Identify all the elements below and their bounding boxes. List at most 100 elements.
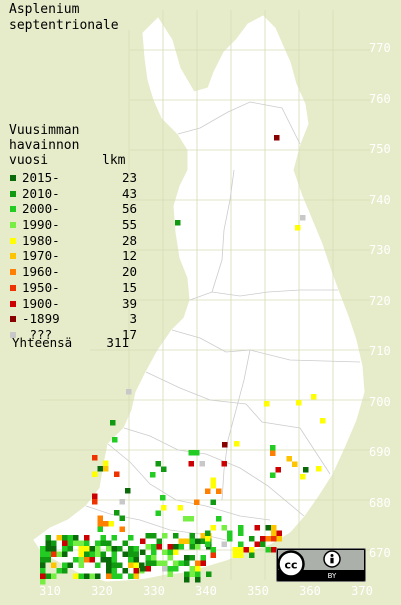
record-square bbox=[126, 389, 132, 395]
record-square bbox=[167, 555, 173, 561]
record-square bbox=[316, 466, 322, 472]
record-square bbox=[133, 562, 139, 568]
record-square bbox=[199, 461, 205, 467]
record-square bbox=[189, 571, 195, 577]
legend-header-year: vuosi bbox=[9, 153, 49, 168]
legend-swatch bbox=[10, 300, 16, 307]
record-square bbox=[232, 552, 238, 558]
record-square bbox=[117, 573, 123, 579]
record-square bbox=[78, 540, 84, 546]
legend-title-line-1: Vuusimman bbox=[9, 123, 80, 138]
legend-label: 1950- bbox=[22, 279, 60, 295]
x-tick-label: 320 bbox=[91, 584, 113, 598]
record-square bbox=[45, 546, 51, 552]
record-square bbox=[106, 557, 112, 563]
record-square bbox=[184, 560, 190, 566]
record-square bbox=[156, 544, 162, 550]
record-square bbox=[106, 546, 112, 552]
record-square bbox=[238, 525, 244, 531]
record-square bbox=[145, 566, 151, 572]
record-square bbox=[276, 536, 282, 542]
record-square bbox=[95, 540, 101, 546]
record-square bbox=[40, 568, 46, 574]
record-square bbox=[210, 477, 216, 483]
y-tick-label: 680 bbox=[369, 495, 391, 510]
record-square bbox=[195, 544, 201, 550]
y-tick-label: 670 bbox=[369, 546, 391, 560]
record-square bbox=[151, 544, 157, 550]
record-square bbox=[167, 566, 173, 572]
record-square bbox=[111, 551, 117, 557]
record-square bbox=[40, 557, 46, 563]
record-square bbox=[67, 546, 73, 552]
record-square bbox=[40, 546, 46, 552]
title-genus: Asplenium bbox=[9, 2, 80, 17]
record-square bbox=[40, 579, 46, 585]
record-square bbox=[45, 557, 51, 563]
legend-count: 17 bbox=[121, 326, 137, 342]
y-tick-label: 700 bbox=[369, 394, 391, 409]
y-tick-label: 710 bbox=[369, 344, 391, 358]
record-square bbox=[243, 547, 249, 553]
x-tick-label: 360 bbox=[299, 584, 321, 598]
record-square bbox=[238, 530, 244, 536]
grid-lines bbox=[40, 10, 370, 580]
record-square bbox=[73, 557, 79, 563]
legend-title-line-2: havainnon bbox=[9, 138, 80, 153]
record-square bbox=[73, 535, 79, 541]
record-square bbox=[78, 546, 84, 552]
record-square bbox=[275, 467, 281, 473]
record-square bbox=[117, 562, 123, 568]
record-square bbox=[249, 552, 255, 558]
legend-swatch bbox=[10, 269, 16, 276]
record-square bbox=[89, 557, 95, 563]
record-square bbox=[111, 535, 117, 541]
x-tick-label: 330 bbox=[143, 584, 165, 598]
record-square bbox=[162, 560, 168, 566]
record-square bbox=[103, 521, 109, 527]
record-square bbox=[78, 562, 84, 568]
record-square bbox=[62, 540, 68, 546]
record-square bbox=[274, 135, 280, 141]
record-square bbox=[106, 540, 112, 546]
record-square bbox=[210, 483, 216, 489]
record-square bbox=[133, 551, 139, 557]
cc-by-license-badge[interactable]: cc BY bbox=[276, 548, 366, 582]
record-square bbox=[119, 515, 125, 521]
record-square bbox=[249, 547, 255, 553]
legend-label: 2015- bbox=[22, 170, 60, 185]
legend-count: 15 bbox=[121, 279, 137, 295]
legend-swatch bbox=[10, 175, 16, 181]
record-square bbox=[133, 573, 139, 579]
record-square bbox=[265, 547, 271, 553]
record-square bbox=[67, 535, 73, 541]
y-tick-label: 720 bbox=[369, 293, 391, 308]
record-square bbox=[195, 560, 201, 566]
record-square bbox=[67, 540, 73, 546]
y-tick-label: 730 bbox=[369, 243, 391, 257]
record-square bbox=[270, 472, 276, 478]
record-square bbox=[173, 560, 179, 566]
record-square bbox=[200, 538, 206, 544]
record-square bbox=[161, 505, 167, 511]
legend-total-label: Yhteensä bbox=[12, 335, 73, 350]
record-square bbox=[92, 455, 98, 461]
record-square bbox=[295, 225, 301, 231]
x-tick-label: 370 bbox=[351, 584, 373, 598]
record-square bbox=[67, 562, 73, 568]
record-square bbox=[73, 573, 79, 579]
record-square bbox=[106, 573, 112, 579]
legend-count: 28 bbox=[121, 232, 137, 248]
record-square bbox=[292, 461, 298, 467]
record-square bbox=[97, 526, 103, 532]
record-square bbox=[128, 557, 134, 563]
record-square bbox=[40, 573, 46, 579]
record-square bbox=[188, 461, 194, 467]
record-square bbox=[162, 566, 168, 572]
record-square bbox=[45, 551, 51, 557]
legend-count: 55 bbox=[121, 217, 137, 233]
record-square bbox=[238, 552, 244, 558]
record-square bbox=[161, 466, 167, 472]
record-square bbox=[195, 577, 201, 583]
